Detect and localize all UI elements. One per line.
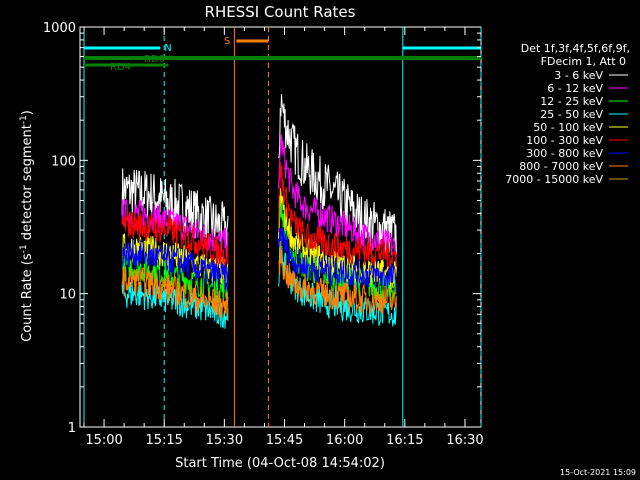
x-tick-label: 16:30 [446, 433, 483, 448]
y-tick-label: 10 [59, 288, 76, 303]
series-line-6-0 [121, 238, 229, 293]
series-line-1-0 [121, 199, 229, 257]
series-line-7-1 [278, 240, 397, 315]
legend-entry-label: 100 - 300 keV [526, 134, 603, 147]
x-tick-label: 15:00 [85, 433, 122, 448]
series-line-6-1 [278, 227, 397, 293]
series-line-7-0 [121, 266, 229, 321]
chart-title: RHESSI Count Rates [205, 3, 356, 21]
x-tick-label: 16:00 [326, 433, 363, 448]
legend-entry-label: 12 - 25 keV [540, 95, 603, 108]
series-line-5-1 [278, 161, 397, 270]
legend-entry-label: 800 - 7000 keV [519, 160, 603, 173]
footer-date: 15-Oct-2021 15:09 [560, 468, 636, 477]
series-line-5-0 [121, 212, 229, 269]
legend-header-line1: Det 1f,3f,4f,5f,6f,9f, [521, 42, 630, 55]
legend-entry-label: 7000 - 15000 keV [505, 173, 603, 186]
legend-header-line2: FDecim 1, Att 0 [541, 55, 626, 68]
legend-entry-label: 25 - 50 keV [540, 108, 603, 121]
y-axis-label: Count Rate (s-1 detector segment-1) [19, 110, 35, 342]
n-label: N [164, 43, 171, 54]
x-tick-label: 15:45 [266, 433, 303, 448]
series-line-3-0 [121, 279, 229, 329]
series-line-1-1 [278, 134, 397, 263]
legend-entry-label: 6 - 12 keV [547, 82, 603, 95]
y-tick-label: 1 [68, 421, 76, 436]
s-label: S [224, 36, 230, 47]
series-line-0-1 [278, 94, 397, 254]
series-line-0-0 [121, 168, 229, 248]
rd0-label: RD0 [144, 54, 165, 65]
legend-entry-label: 300 - 800 keV [526, 147, 603, 160]
x-tick-label: 15:15 [145, 433, 182, 448]
rd4-label: RD4 [110, 62, 131, 73]
x-axis-label: Start Time (04-Oct-08 14:54:02) [175, 456, 385, 471]
series-line-2-0 [121, 252, 229, 304]
legend-entry-label: 50 - 100 keV [533, 121, 603, 134]
x-tick-label: 15:30 [206, 433, 243, 448]
y-tick-label: 100 [51, 154, 76, 169]
x-tick-label: 16:15 [386, 433, 423, 448]
y-tick-label: 1000 [43, 21, 76, 36]
legend-entry-label: 3 - 6 keV [554, 69, 603, 82]
